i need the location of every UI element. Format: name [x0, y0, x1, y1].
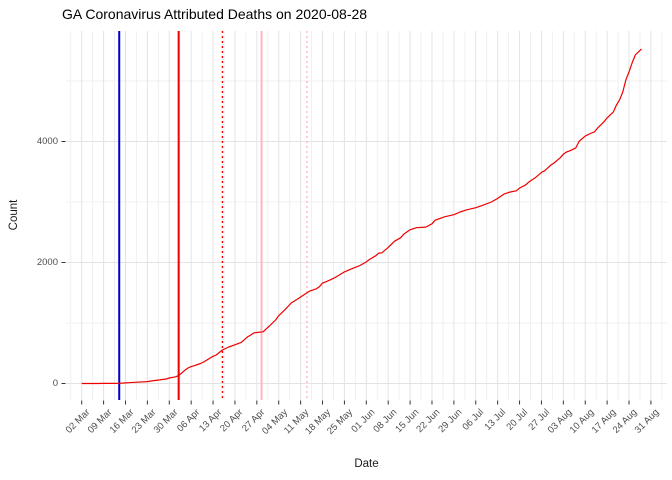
y-axis-title: Count [8, 199, 20, 231]
series-line-cumulative-deaths [81, 48, 642, 385]
y-tick-label: 4000 [36, 135, 58, 147]
y-tick-label: 0 [52, 377, 58, 389]
x-axis-title: Date [354, 458, 379, 470]
y-tick-label: 2000 [36, 256, 58, 268]
chart-title: GA Coronavirus Attributed Deaths on 2020… [62, 6, 368, 22]
